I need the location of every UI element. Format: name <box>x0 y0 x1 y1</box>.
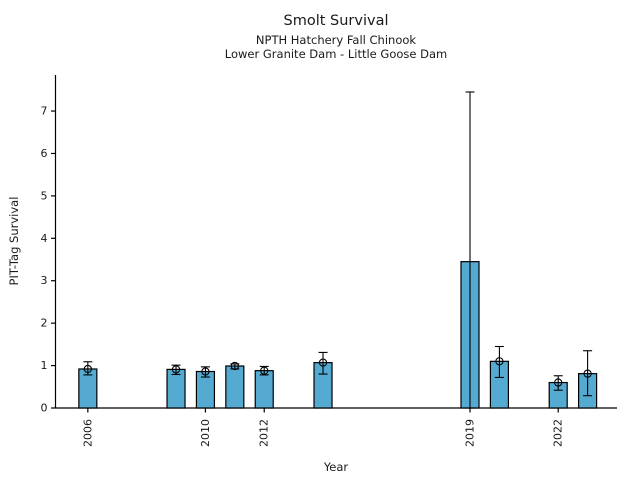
x-axis-label: Year <box>323 460 349 474</box>
y-tick-label-2: 2 <box>41 317 48 330</box>
y-tick-label-1: 1 <box>41 359 48 372</box>
point-marker-2022 <box>554 378 563 387</box>
y-tick-label-4: 4 <box>41 232 48 245</box>
x-tick-label-2019: 2019 <box>464 419 477 447</box>
bar-2012 <box>254 370 274 409</box>
x-tick-label-2010: 2010 <box>199 419 212 447</box>
y-tick-label-3: 3 <box>41 274 48 287</box>
point-marker-2009 <box>171 365 181 374</box>
point-marker-2006 <box>83 364 92 374</box>
y-tick-label-6: 6 <box>41 147 48 160</box>
bar-2009 <box>166 368 186 409</box>
y-tick-label-5: 5 <box>41 189 48 202</box>
x-tick-label-2012: 2012 <box>258 419 271 447</box>
point-marker-2023 <box>583 369 592 378</box>
point-marker-2014 <box>318 358 328 367</box>
y-tick-label-0: 0 <box>41 402 48 415</box>
point-marker-2012 <box>260 366 269 375</box>
point-marker-2010 <box>201 367 210 376</box>
bar-2011 <box>225 365 245 409</box>
x-tick-label-2006: 2006 <box>81 419 94 447</box>
point-marker-2011 <box>230 361 239 371</box>
x-tick-label-2022: 2022 <box>552 419 565 447</box>
y-tick-label-7: 7 <box>41 105 48 118</box>
y-axis-label: PIT-Tag Survival <box>7 196 21 286</box>
point-marker-2020 <box>495 357 504 366</box>
